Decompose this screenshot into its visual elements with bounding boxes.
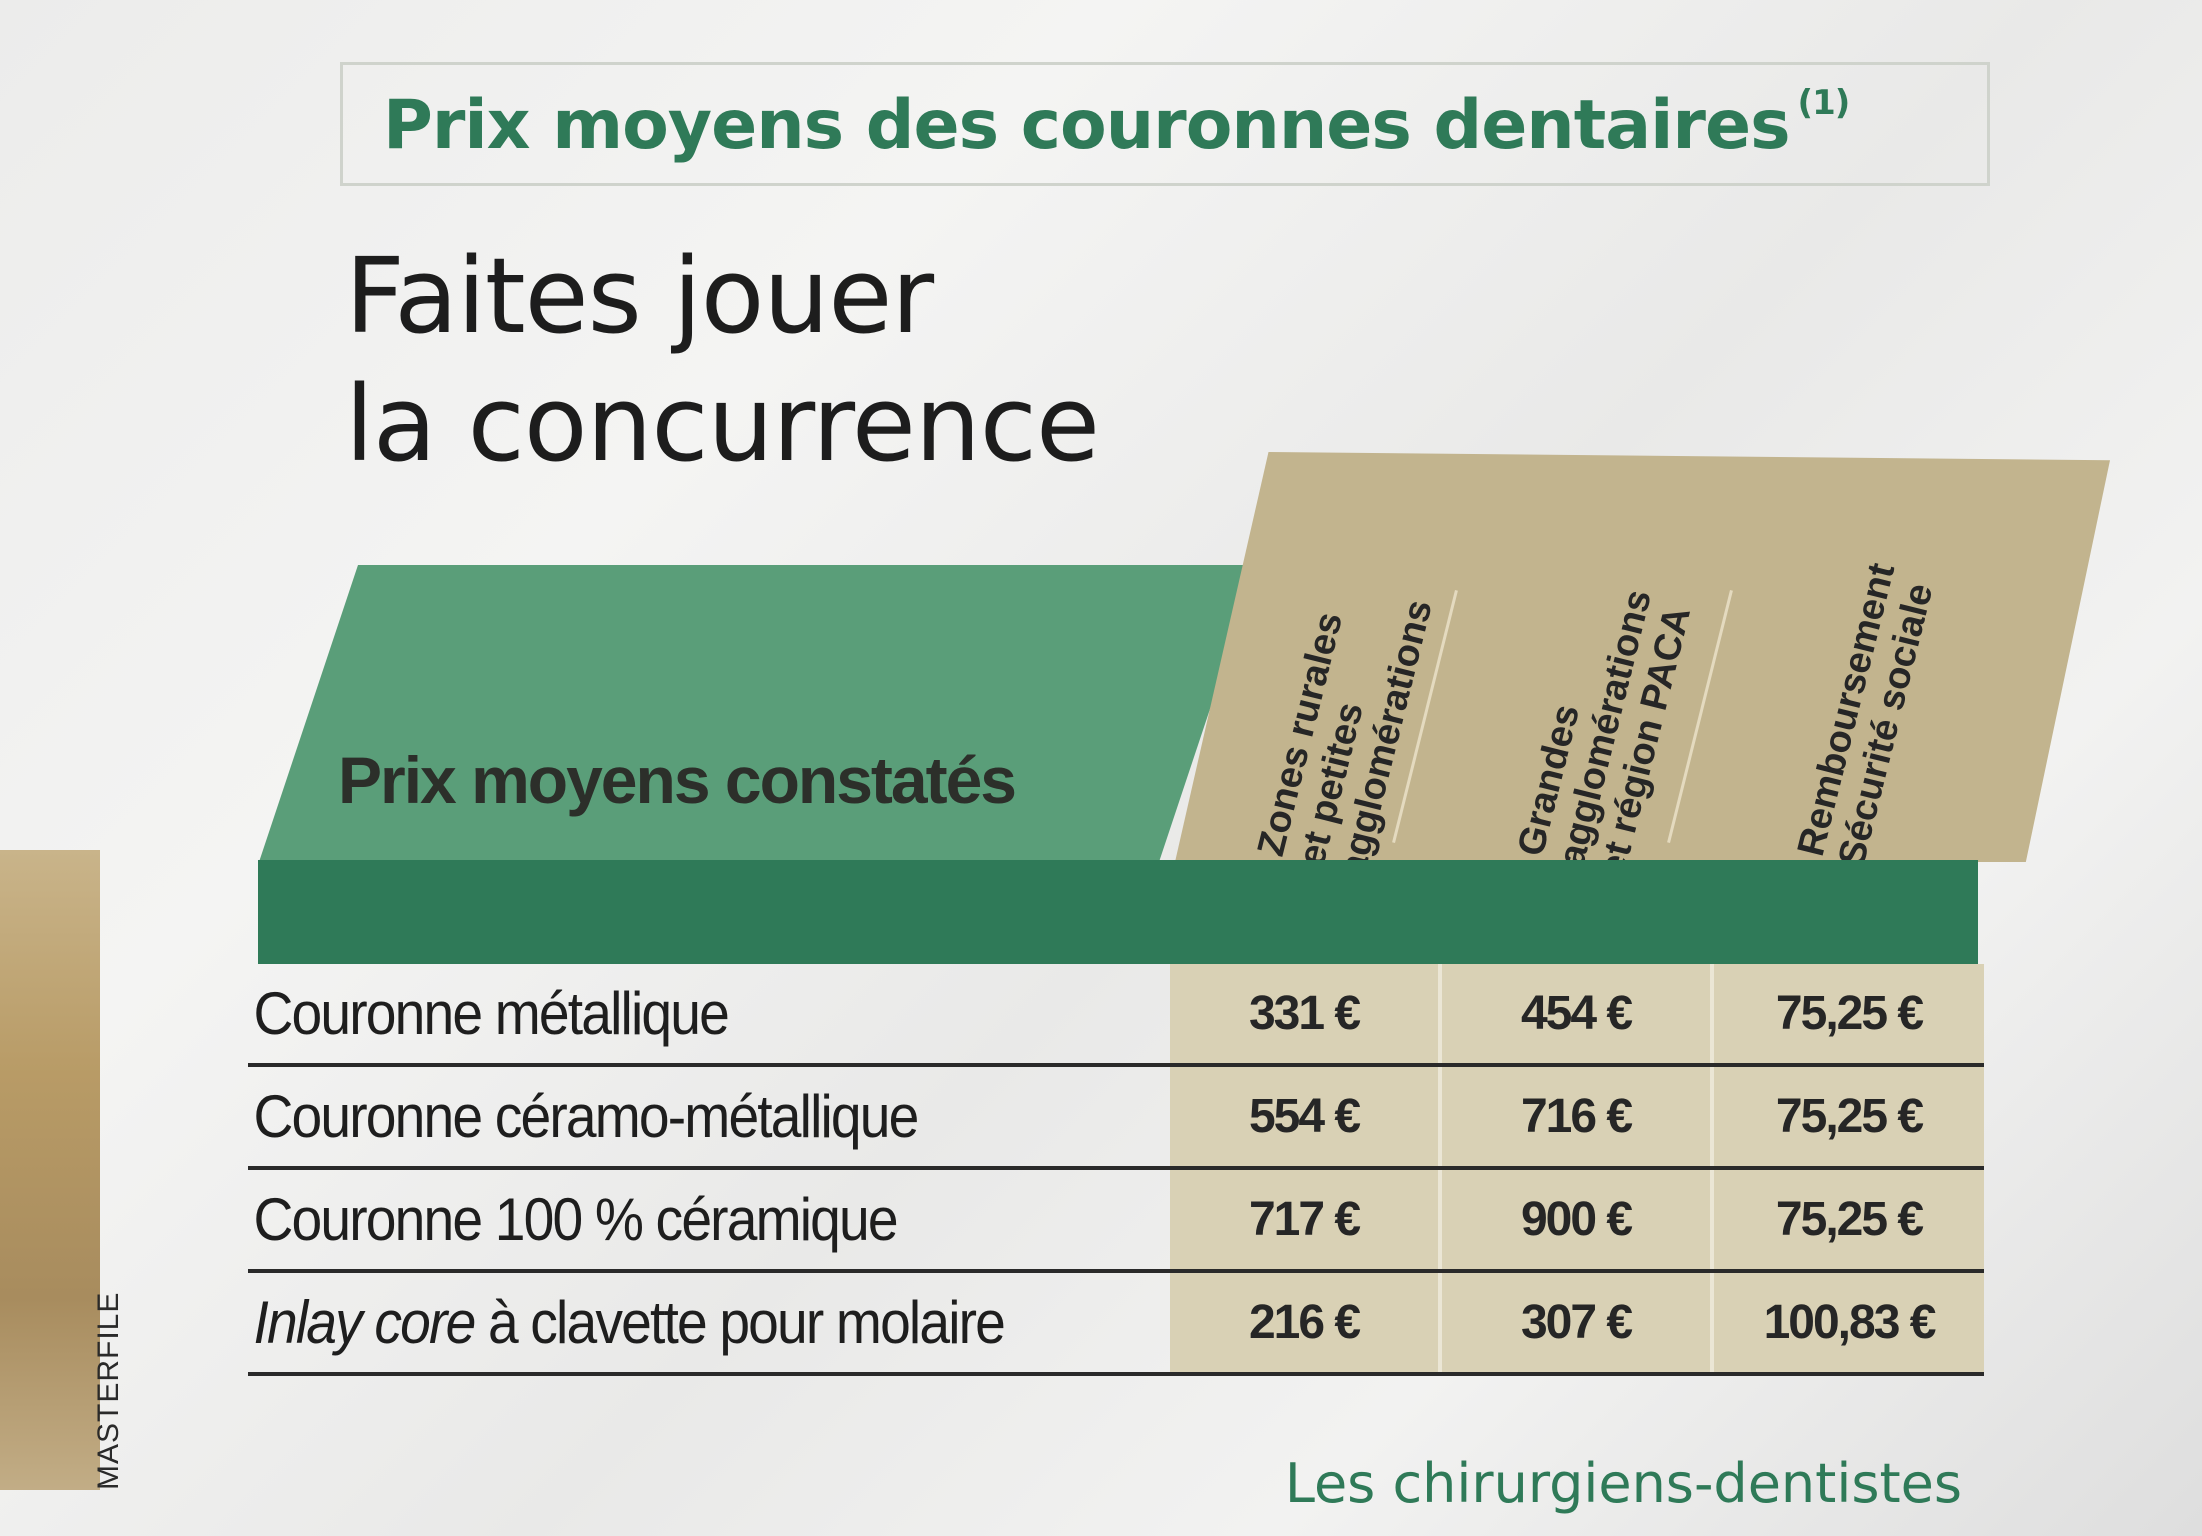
title-text: Prix moyens des couronnes dentaires [383, 86, 1791, 165]
price-reimbursement: 100,83 € [1763, 1296, 1937, 1349]
headline: Faites jouer la concurrence [345, 232, 1100, 488]
footer-section-label: Les chirurgiens-dentistes [1284, 1452, 1962, 1515]
price-rural: 216 € [1170, 1273, 1442, 1372]
column-header-band [1175, 452, 2110, 862]
table-row: Couronne métallique 331 € 454 € 75,25 € [248, 964, 1984, 1067]
row-label: Couronne 100 % céramique [253, 1186, 899, 1253]
row-label: Inlay core à clavette pour molaire [248, 1288, 1096, 1357]
price-reimbursement: 75,25 € [1775, 1193, 1924, 1246]
row-cells: 554 € 716 € 75,25 € [1170, 1067, 1984, 1166]
photo-credit: MASTERFILE [92, 1291, 125, 1490]
row-label-italic: Inlay core [253, 1289, 477, 1356]
price-urban: 307 € [1442, 1273, 1714, 1372]
row-label: Couronne métallique [253, 980, 730, 1047]
page-title: Prix moyens des couronnes dentaires (1) [383, 83, 1851, 165]
price-reimbursement: 75,25 € [1775, 1090, 1924, 1143]
price-rural: 331 € [1170, 964, 1442, 1063]
row-label-rest: à clavette pour molaire [474, 1289, 1006, 1356]
price-urban: 454 € [1442, 964, 1714, 1063]
title-footnote-mark: (1) [1797, 83, 1851, 123]
table-row: Inlay core à clavette pour molaire 216 €… [248, 1273, 1984, 1376]
headline-line-1: Faites jouer [345, 235, 934, 357]
row-label: Couronne céramo-métallique [253, 1083, 920, 1150]
price-table: Couronne métallique 331 € 454 € 75,25 € … [248, 964, 1984, 1376]
price-rural: 554 € [1170, 1067, 1442, 1166]
price-reimbursement: 75,25 € [1775, 987, 1924, 1040]
row-cells: 216 € 307 € 100,83 € [1170, 1273, 1984, 1372]
row-header-band [258, 565, 1258, 865]
row-cells: 717 € 900 € 75,25 € [1170, 1170, 1984, 1269]
table-row: Couronne céramo-métallique 554 € 716 € 7… [248, 1067, 1984, 1170]
row-header-label: Prix moyens constatés [338, 743, 1017, 817]
photo-edge [0, 850, 100, 1490]
title-box: Prix moyens des couronnes dentaires (1) [340, 62, 1990, 186]
price-rural: 717 € [1170, 1170, 1442, 1269]
price-urban: 900 € [1442, 1170, 1714, 1269]
row-cells: 331 € 454 € 75,25 € [1170, 964, 1984, 1063]
price-urban: 716 € [1442, 1067, 1714, 1166]
table-row: Couronne 100 % céramique 717 € 900 € 75,… [248, 1170, 1984, 1273]
headline-line-2: la concurrence [345, 363, 1100, 485]
table-header-bar [258, 860, 1978, 964]
